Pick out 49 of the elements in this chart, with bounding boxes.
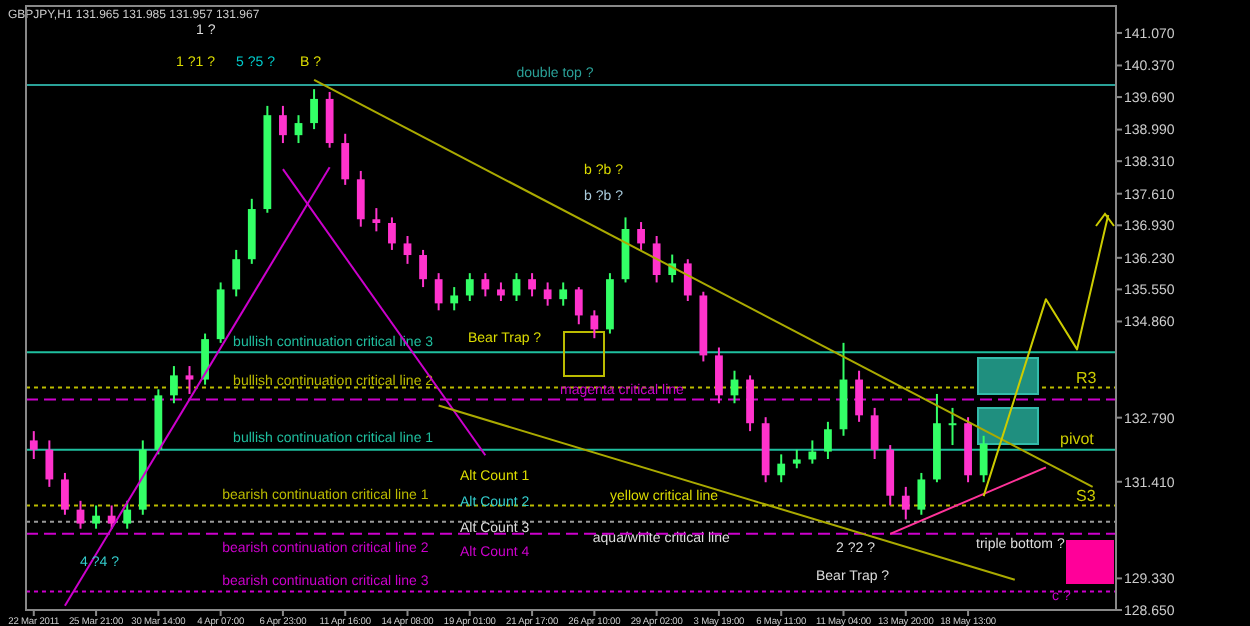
- candlestick: [652, 234, 661, 284]
- candlestick: [792, 448, 801, 470]
- candlestick: [870, 406, 879, 460]
- candlestick: [29, 430, 38, 460]
- candlestick: [855, 369, 863, 423]
- candlestick: [372, 207, 381, 233]
- candlestick: [310, 88, 318, 131]
- candlestick: [715, 346, 723, 405]
- candlestick: [170, 365, 178, 405]
- candlestick: [465, 272, 474, 303]
- candlestick: [434, 272, 443, 312]
- candlestick: [543, 281, 552, 307]
- candlestick: [528, 272, 536, 298]
- candlestick: [683, 258, 692, 303]
- candlestick: [886, 444, 895, 507]
- candlestick: [497, 281, 505, 303]
- candlestick: [559, 281, 568, 307]
- candlestick: [917, 471, 926, 516]
- candlestick: [201, 332, 209, 386]
- annotation: R3: [1076, 369, 1098, 388]
- candlestick: [590, 309, 599, 340]
- candlestick: [76, 499, 85, 530]
- candlestick: [232, 248, 241, 298]
- candlestick: [808, 439, 817, 465]
- annotation: pivot: [1060, 429, 1096, 448]
- candlestick: [419, 248, 427, 289]
- candlestick: [61, 471, 69, 516]
- candlestick: [574, 286, 583, 326]
- candlestick: [777, 453, 786, 484]
- candlestick: [901, 485, 910, 521]
- candlestick: [388, 216, 396, 251]
- candlestick: [637, 221, 645, 251]
- candlestick: [123, 499, 132, 530]
- candlestick: [185, 365, 194, 395]
- line-series: [982, 214, 1110, 498]
- candlestick: [979, 434, 988, 484]
- candlestick: [325, 90, 334, 149]
- candlestick: [450, 286, 459, 312]
- candlestick: [824, 420, 832, 460]
- candlestick: [45, 439, 54, 488]
- candlestick: [341, 132, 350, 186]
- candlestick: [481, 272, 490, 298]
- candlestick: [746, 374, 754, 433]
- candlestick: [356, 169, 365, 228]
- candlestick: [107, 504, 116, 530]
- annotation: S3: [1076, 487, 1097, 506]
- candlestick: [279, 104, 287, 145]
- candlestick: [403, 234, 412, 265]
- candlestick: [92, 504, 100, 530]
